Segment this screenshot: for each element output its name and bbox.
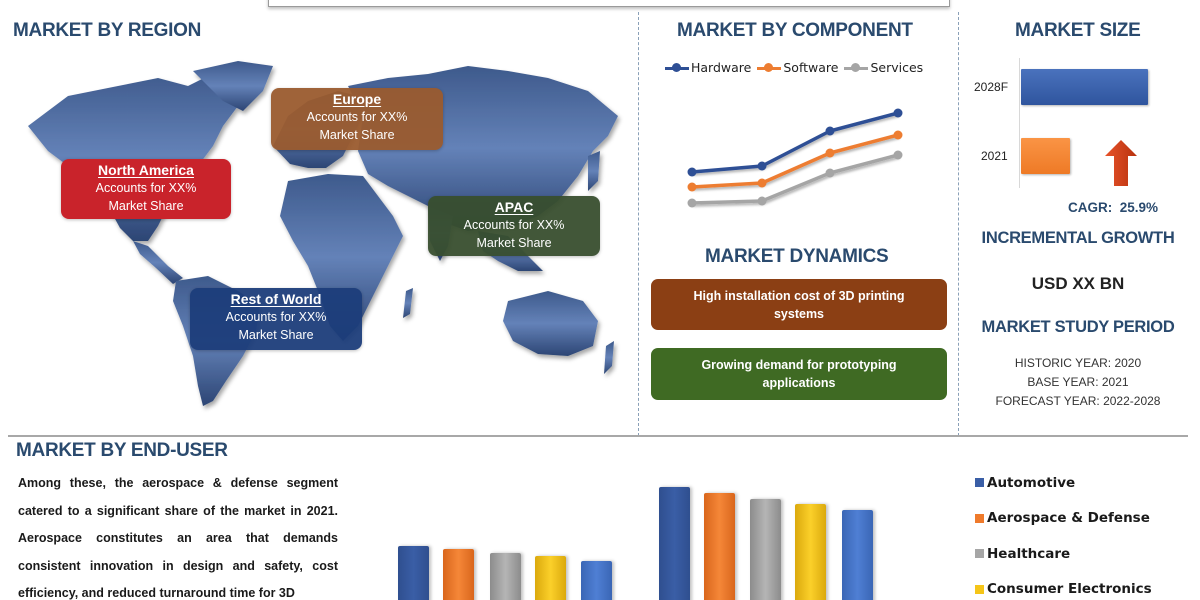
- header-box: [268, 0, 950, 7]
- bar-aerospace-1: [443, 549, 474, 600]
- legend-swatch-icon: [975, 513, 984, 523]
- legend-consumer-electronics: Consumer Electronics: [975, 572, 1152, 600]
- cagr: CAGR: 25.9%: [1068, 200, 1178, 215]
- legend-label: Software: [783, 60, 839, 75]
- legend-label: Aerospace & Defense: [987, 510, 1150, 527]
- region-share-label: Market Share: [476, 236, 552, 250]
- legend-automotive: Automotive: [975, 465, 1152, 501]
- cagr-value: 25.9%: [1119, 200, 1159, 215]
- incremental-growth-title: INCREMENTAL GROWTH: [981, 229, 1175, 247]
- dynamics-restraint: High installation cost of 3D printing sy…: [651, 279, 947, 330]
- dynamics-title: MARKET DYNAMICS: [705, 246, 889, 267]
- region-share-label: Market Share: [238, 328, 314, 342]
- bar-fifth-2: [842, 510, 873, 600]
- bar-label-2028f: 2028F: [974, 80, 1009, 94]
- region-name: APAC: [494, 199, 534, 215]
- region-box-rest-of-world: Rest of World Accounts for XX% Market Sh…: [190, 288, 362, 350]
- incremental-growth-value: USD XX BN: [1031, 274, 1125, 293]
- region-title: MARKET BY REGION: [13, 20, 202, 41]
- legend-label: Services: [870, 60, 924, 75]
- bar-healthcare-2: [750, 499, 781, 600]
- study-period-title: MARKET STUDY PERIOD: [981, 318, 1175, 336]
- market-size-axis: [1019, 58, 1020, 188]
- bar-automotive-1: [398, 546, 429, 600]
- legend-services: Services: [844, 60, 923, 75]
- end-user-title: MARKET BY END-USER: [16, 440, 228, 461]
- legend-label: Healthcare: [987, 545, 1071, 562]
- cagr-label: CAGR:: [1068, 200, 1113, 215]
- base-year: BASE YEAR: 2021: [1027, 375, 1129, 389]
- bar-consumer-electronics-1: [535, 556, 566, 600]
- component-legend: Hardware Software Services: [665, 60, 923, 75]
- legend-software: Software: [757, 60, 838, 75]
- bar-consumer-electronics-2: [795, 504, 826, 600]
- bar-automotive-2: [659, 487, 690, 600]
- region-box-europe: Europe Accounts for XX% Market Share: [271, 88, 443, 150]
- legend-label: Automotive: [987, 474, 1076, 491]
- legend-aerospace-defense: Aerospace & Defense: [975, 501, 1152, 537]
- bar-healthcare-1: [490, 553, 521, 600]
- bar-aerospace-2: [704, 493, 735, 600]
- historic-year: HISTORIC YEAR: 2020: [1014, 356, 1142, 370]
- legend-swatch-icon: [975, 584, 984, 594]
- bar-label-2021: 2021: [981, 149, 1008, 163]
- region-share: Accounts for XX%: [463, 218, 565, 232]
- divider-horizontal: [8, 435, 1188, 437]
- legend-hardware: Hardware: [665, 60, 751, 75]
- divider-right: [958, 12, 959, 436]
- region-share: Accounts for XX%: [306, 110, 408, 124]
- region-box-north-america: North America Accounts for XX% Market Sh…: [61, 159, 231, 219]
- region-share-label: Market Share: [108, 199, 184, 213]
- line-marker-icon: [665, 62, 689, 73]
- end-user-description: Among these, the aerospace & defense seg…: [18, 476, 338, 600]
- up-arrow-icon: [1105, 140, 1137, 186]
- bar-fifth-1: [581, 561, 612, 600]
- legend-healthcare: Healthcare: [975, 536, 1152, 572]
- bar-2021: [1021, 138, 1070, 174]
- region-name: Europe: [332, 91, 382, 107]
- legend-swatch-icon: [975, 478, 984, 488]
- line-marker-icon: [757, 62, 782, 73]
- region-share: Accounts for XX%: [225, 310, 327, 324]
- legend-swatch-icon: [975, 549, 984, 559]
- end-user-legend: Automotive Aerospace & Defense Healthcar…: [975, 465, 1152, 600]
- region-box-apac: APAC Accounts for XX% Market Share: [428, 196, 600, 256]
- component-line-chart: [687, 108, 903, 208]
- legend-label: Hardware: [691, 60, 752, 75]
- region-share-label: Market Share: [319, 128, 395, 142]
- legend-label: Consumer Electronics: [987, 581, 1152, 598]
- region-name: North America: [98, 162, 194, 178]
- region-share: Accounts for XX%: [95, 181, 197, 195]
- market-size-title: MARKET SIZE: [1015, 20, 1141, 41]
- region-name: Rest of World: [230, 291, 322, 307]
- line-marker-icon: [844, 62, 869, 73]
- bar-2028f: [1021, 69, 1148, 105]
- divider-left: [638, 12, 639, 436]
- component-title: MARKET BY COMPONENT: [677, 20, 913, 41]
- forecast-year: FORECAST YEAR: 2022-2028: [995, 394, 1161, 408]
- dynamics-driver: Growing demand for prototyping applicati…: [651, 348, 947, 400]
